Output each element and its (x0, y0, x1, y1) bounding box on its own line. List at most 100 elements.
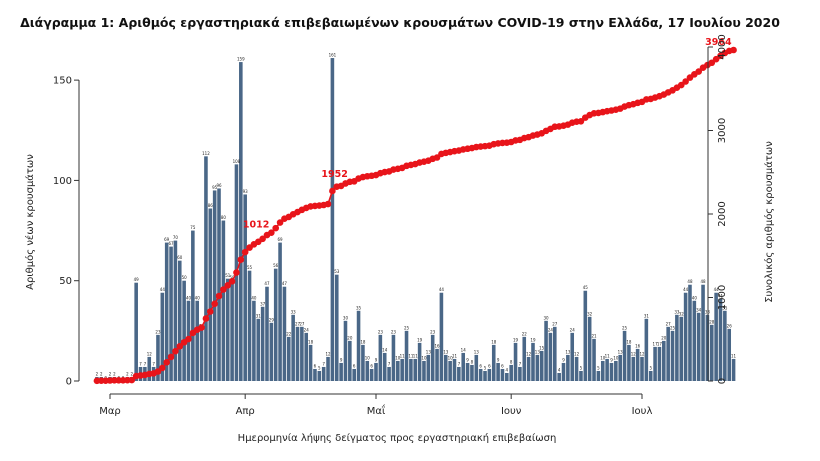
bar-value-label: 50 (182, 275, 188, 280)
bar (570, 332, 575, 381)
bar (269, 322, 274, 381)
bar-value-label: 69 (278, 237, 284, 242)
bar-value-label: 34 (696, 307, 702, 312)
bar (723, 310, 727, 381)
bar (260, 306, 265, 381)
bar-value-label: 9 (340, 357, 343, 362)
cumulative-point (677, 81, 685, 89)
chart-title: Διάγραμμα 1: Αριθμός εργαστηριακά επιβεβ… (20, 15, 780, 30)
bar-value-label: 28 (709, 319, 715, 324)
cumulative-point (224, 282, 232, 289)
bar-value-label: 6 (314, 363, 317, 368)
bar (561, 362, 566, 381)
bar-value-label: 10 (421, 355, 427, 360)
bar-value-label: 11 (605, 353, 611, 358)
bar (413, 358, 418, 381)
bar-value-label: 13 (474, 349, 480, 354)
y-axis-left-label: Αριθμός νέων κρουσμάτων (24, 154, 36, 290)
bar-value-label: 12 (574, 351, 580, 356)
bar-value-label: 40 (195, 295, 201, 300)
bar-value-label: 5 (597, 365, 600, 370)
bar (478, 368, 483, 381)
bar (217, 188, 221, 381)
bar (731, 358, 736, 381)
bar (526, 356, 531, 381)
bar-value-label: 53 (334, 269, 340, 274)
bar-value-label: 50 (230, 275, 236, 280)
bar-value-label: 95 (212, 185, 218, 190)
cumulative-point (237, 256, 245, 263)
bar-value-label: 5 (484, 365, 487, 370)
bar-value-label: 13 (535, 349, 541, 354)
bar-value-label: 12 (639, 351, 645, 356)
bar (160, 292, 165, 381)
bar (509, 364, 513, 381)
bar (662, 340, 666, 381)
bar (300, 326, 304, 381)
bar (683, 292, 688, 381)
cumulative-point (433, 154, 441, 161)
bar-value-label: 13 (618, 349, 624, 354)
bar-value-label: 10 (395, 355, 401, 360)
cumulative-point (176, 343, 184, 350)
bar-value-label: 159 (237, 57, 245, 62)
left-tick-label: 100 (53, 176, 72, 187)
bar-value-label: 96 (216, 183, 222, 188)
bar-value-label: 7 (139, 361, 142, 366)
bar (382, 352, 387, 381)
bar-value-label: 29 (269, 317, 275, 322)
bar (212, 190, 217, 381)
bar (199, 328, 204, 381)
bar (321, 366, 326, 381)
cumulative-point (172, 347, 179, 355)
bar-value-label: 4 (558, 367, 561, 372)
bar (400, 358, 404, 381)
bar-value-label: 24 (570, 327, 576, 332)
bar-value-label: 40 (692, 295, 698, 300)
cumulative-point (276, 219, 284, 226)
cumulative-point (228, 278, 236, 285)
bar (487, 368, 492, 381)
bar-value-label: 6 (479, 363, 482, 368)
bar-value-label: 6 (488, 363, 491, 368)
right-axis: 0 1000 2000 3000 4000 (707, 34, 728, 384)
bar-value-label: 6 (353, 363, 356, 368)
bar-value-label: 2 (113, 371, 116, 376)
bar-value-label: 25 (670, 325, 676, 330)
bar-value-label: 16 (435, 343, 441, 348)
bar (343, 320, 348, 381)
bar (334, 274, 339, 381)
bar-value-label: 7 (322, 361, 325, 366)
bar-value-label: 27 (299, 321, 305, 326)
bar (365, 360, 370, 381)
bar-value-label: 26 (727, 323, 733, 328)
bar-value-label: 55 (247, 265, 253, 270)
right-tick-label: 0 (717, 378, 728, 384)
bar (164, 242, 169, 381)
cumulative-point (730, 46, 737, 54)
bar (378, 334, 383, 381)
bar-value-label: 20 (347, 335, 353, 340)
bar (308, 344, 313, 381)
bar-value-label: 35 (722, 305, 728, 310)
cumulative-point (159, 364, 166, 372)
bar (461, 352, 466, 381)
bar (701, 284, 705, 381)
bar-value-label: 17 (657, 341, 663, 346)
bar-value-label: 86 (208, 203, 214, 208)
bar (635, 348, 640, 381)
bar-value-label: 7 (144, 361, 147, 366)
bar-value-label: 16 (635, 343, 641, 348)
bar (618, 354, 622, 381)
bar (579, 370, 583, 381)
bar-value-label: 30 (343, 315, 349, 320)
bar-value-label: 13 (565, 349, 571, 354)
bar (396, 360, 400, 381)
bar-value-label: 23 (391, 329, 397, 334)
cumulative-line-group (93, 46, 737, 385)
bar (452, 358, 457, 381)
bar-value-label: 44 (714, 287, 720, 292)
bar-value-label: 22 (286, 331, 292, 336)
cumulative-point (211, 300, 218, 308)
